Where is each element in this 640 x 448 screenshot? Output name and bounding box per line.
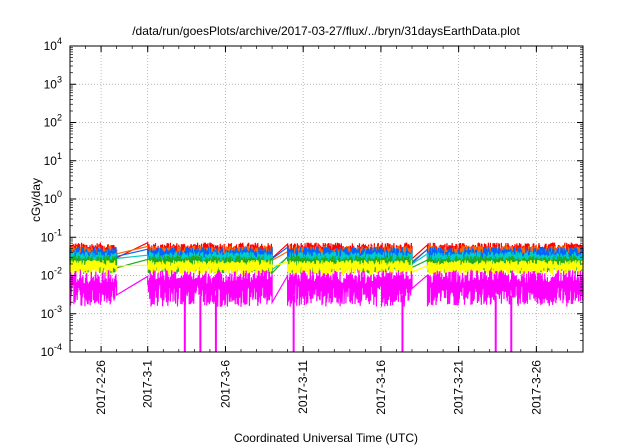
x-tick-label: 2017-3-11 — [296, 360, 310, 414]
y-tick-label: 10-3 — [41, 304, 62, 321]
x-axis: 2017-2-26 2017-3-1 2017-3-6 2017-3-11 2017-3… — [69, 46, 584, 415]
x-tick-label: 2017-2-26 — [94, 360, 108, 415]
x-tick-label: 2017-3-6 — [218, 360, 232, 408]
y-tick-label: 10-4 — [41, 342, 62, 359]
plot-series — [69, 241, 584, 352]
y-tick-label: 103 — [44, 74, 62, 91]
x-tick-label: 2017-3-21 — [452, 360, 466, 415]
y-tick-label: 104 — [44, 36, 62, 53]
chart-title: /data/run/goesPlots/archive/2017-03-27/f… — [132, 24, 520, 38]
x-tick-label: 2017-3-26 — [529, 360, 543, 415]
y-tick-label: 10-2 — [41, 266, 62, 283]
y-tick-label: 100 — [44, 189, 62, 206]
series-line — [69, 270, 584, 307]
y-tick-label: 101 — [44, 151, 62, 168]
y-tick-label: 10-1 — [41, 227, 62, 244]
series-line — [69, 259, 584, 276]
y-tick-label: 102 — [44, 113, 62, 130]
y-axis-label: cGy/day — [29, 178, 43, 222]
y-axis: 10-4 10-3 10-2 10-1 100 101 102 103 104 — [41, 36, 583, 359]
x-tick-label: 2017-3-1 — [141, 360, 155, 408]
x-axis-label: Coordinated Universal Time (UTC) — [234, 431, 418, 445]
grid — [70, 45, 583, 353]
x-tick-label: 2017-3-16 — [374, 360, 388, 415]
